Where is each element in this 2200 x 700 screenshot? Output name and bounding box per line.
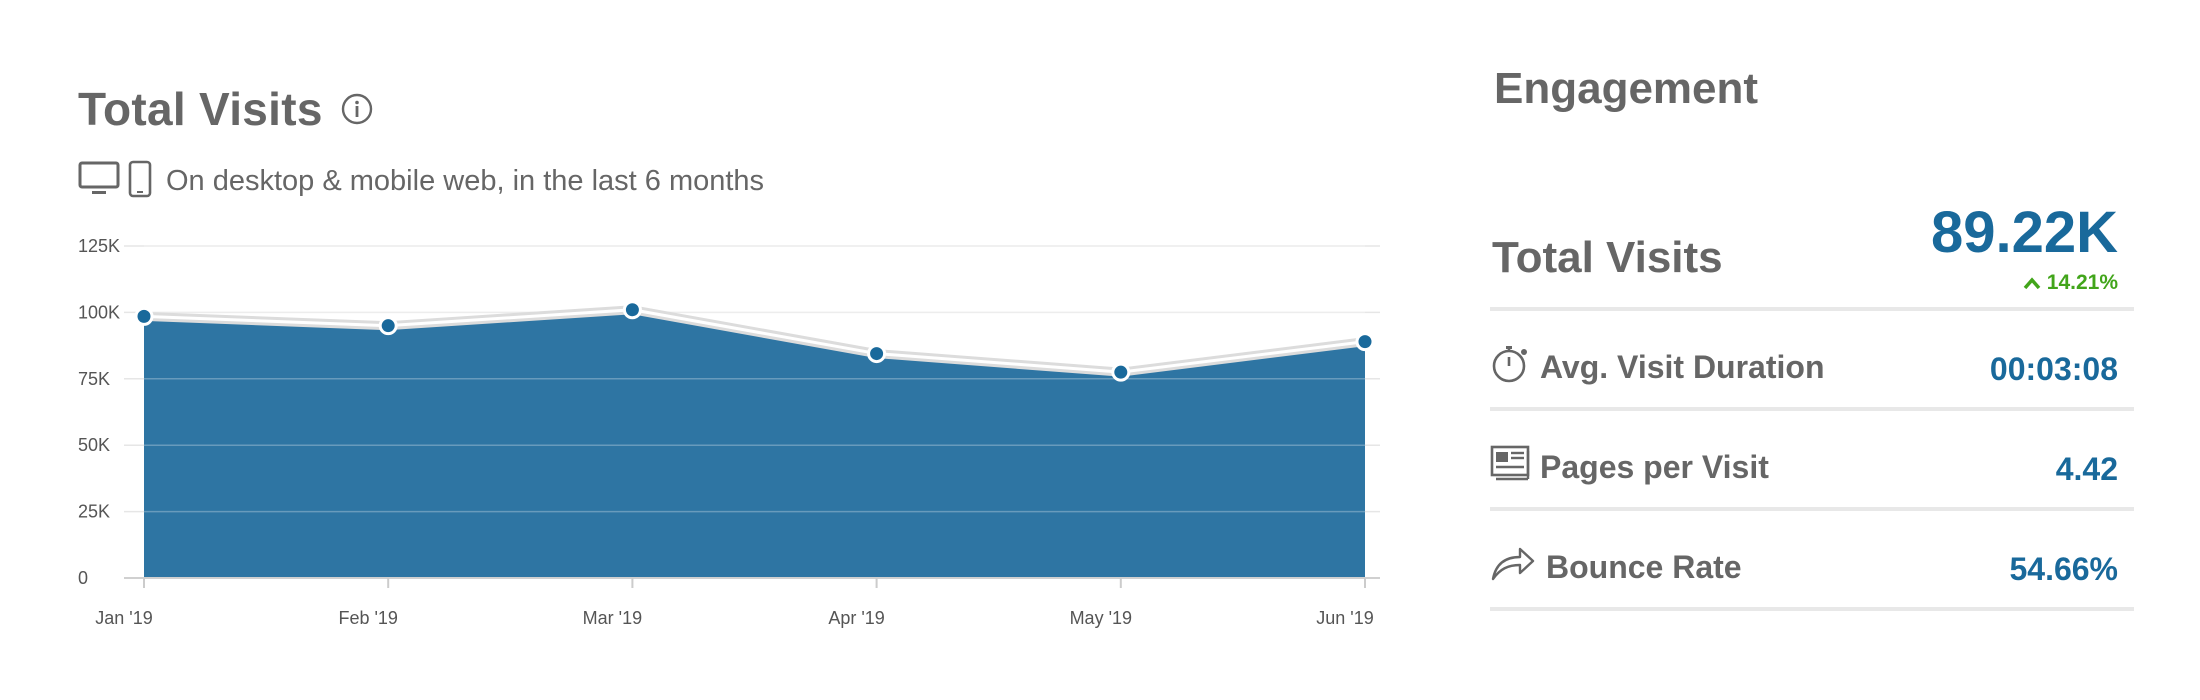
visits-area [144, 309, 1365, 578]
engagement-panel: Engagement Total Visits 89.22K 14.21% Av… [1490, 0, 2140, 700]
y-tick-label: 25K [78, 502, 110, 522]
y-tick-label: 0 [78, 568, 88, 588]
x-tick-label: Mar '19 [583, 608, 642, 628]
desktop-icon [78, 161, 120, 202]
avg-visit-duration-label: Avg. Visit Duration [1540, 349, 1825, 385]
up-arrow-icon [2023, 277, 2041, 290]
total-visits-value: 89.22K [1930, 200, 2118, 265]
x-tick-label: Jan '19 [95, 608, 152, 628]
engagement-title: Engagement [1494, 64, 1759, 113]
x-tick-label: May '19 [1070, 608, 1132, 628]
device-subtitle: On desktop & mobile web, in the last 6 m… [78, 160, 764, 203]
visits-line [143, 308, 1366, 374]
bounce-rate-value: 54.66% [2009, 551, 2118, 587]
bounce-rate-row: Bounce Rate 54.66% [1490, 511, 2134, 611]
y-tick-label: 50K [78, 435, 110, 455]
pages-per-visit-label: Pages per Visit [1540, 449, 1769, 485]
bounce-arrow-icon [1491, 547, 1535, 581]
data-point-marker[interactable] [134, 306, 154, 326]
stopwatch-icon [1492, 346, 1527, 383]
y-tick-label: 100K [78, 302, 120, 322]
total-visits-title: Total Visits [78, 83, 323, 135]
pages-per-visit-value: 4.42 [2055, 451, 2118, 487]
x-tick-label: Jun '19 [1316, 608, 1373, 628]
bounce-rate-label: Bounce Rate [1546, 549, 1742, 585]
avg-visit-duration-row: Avg. Visit Duration 00:03:08 [1490, 311, 2134, 411]
total-visits-panel: Total Visits On desktop & mobile web, in… [0, 82, 1420, 660]
x-tick-label: Feb '19 [338, 608, 397, 628]
total-visits-metric-row: Total Visits 89.22K 14.21% [1490, 195, 2134, 311]
y-tick-label: 75K [78, 369, 110, 389]
x-tick-label: Apr '19 [828, 608, 884, 628]
data-point-marker[interactable] [867, 344, 887, 364]
change-value: 14.21% [2046, 271, 2118, 294]
total-visits-label: Total Visits [1492, 233, 1723, 282]
pages-icon [1490, 445, 1530, 481]
mobile-icon [128, 160, 152, 203]
pages-per-visit-row: Pages per Visit 4.42 [1490, 411, 2134, 511]
data-point-marker[interactable] [622, 300, 642, 320]
total-visits-change: 14.21% [2023, 271, 2118, 295]
data-point-marker[interactable] [378, 316, 398, 336]
y-tick-label: 125K [78, 236, 120, 256]
info-icon[interactable] [341, 93, 373, 125]
subtitle-text: On desktop & mobile web, in the last 6 m… [166, 165, 765, 197]
data-point-marker[interactable] [1111, 362, 1131, 382]
data-point-marker[interactable] [1355, 332, 1375, 352]
avg-visit-duration-value: 00:03:08 [1989, 351, 2118, 387]
visits-area-chart: 0 25K 50K 75K 100K 125K Jan '19 Feb '19 Mar '19 A… [0, 220, 1420, 660]
total-visits-header: Total Visits [78, 82, 373, 136]
